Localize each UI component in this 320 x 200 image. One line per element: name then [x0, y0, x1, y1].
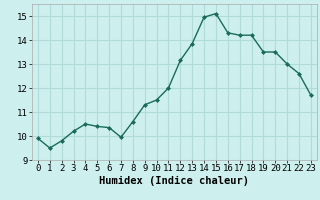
- X-axis label: Humidex (Indice chaleur): Humidex (Indice chaleur): [100, 176, 249, 186]
